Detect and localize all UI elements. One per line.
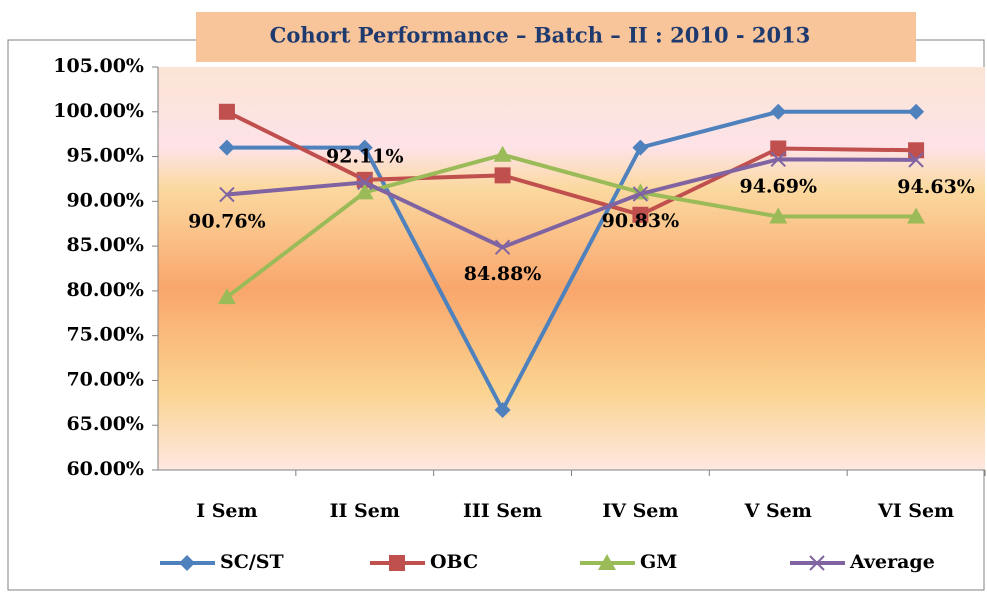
x-tick-label: II Sem: [330, 500, 400, 522]
marker: [493, 145, 512, 162]
data-label: 92.11%: [326, 145, 404, 167]
marker: [632, 139, 649, 156]
legend-label: Average: [849, 551, 935, 573]
marker: [770, 140, 787, 157]
marker: [770, 151, 786, 168]
data-label: 90.83%: [602, 210, 680, 232]
marker: [769, 207, 788, 224]
data-label: 90.76%: [188, 211, 266, 233]
series-line: [226, 157, 917, 250]
marker: [809, 555, 825, 571]
x-tick-label: III Sem: [463, 500, 542, 522]
marker: [632, 186, 649, 202]
marker: [218, 139, 235, 156]
marker: [908, 103, 925, 120]
y-tick-label: 65.00%: [66, 413, 144, 435]
series-line: [225, 152, 917, 299]
data-label: 94.63%: [897, 176, 975, 198]
marker: [598, 554, 616, 570]
x-tick-label: VI Sem: [877, 500, 954, 522]
marker: [632, 206, 649, 223]
chart-title: Cohort Performance – Batch – II : 2010 -…: [270, 23, 811, 48]
plot-area: [158, 67, 985, 470]
legend-label: OBC: [430, 551, 478, 573]
x-tick-label: V Sem: [744, 500, 812, 522]
y-tick-label: 60.00%: [66, 458, 144, 480]
marker: [389, 555, 405, 571]
marker: [494, 167, 511, 184]
data-label: 84.88%: [464, 263, 542, 285]
series-line: [226, 109, 917, 415]
y-tick-label: 85.00%: [66, 234, 144, 256]
series-line: [226, 109, 917, 217]
marker: [494, 239, 511, 255]
y-tick-label: 90.00%: [66, 189, 144, 211]
y-tick-label: 100.00%: [53, 100, 144, 122]
y-tick-label: 75.00%: [66, 324, 144, 346]
marker: [355, 183, 374, 200]
marker: [179, 555, 195, 571]
legend-label: SC/ST: [220, 551, 284, 573]
marker: [770, 103, 787, 120]
marker: [908, 152, 924, 168]
data-label: 94.69%: [739, 175, 817, 197]
marker: [217, 288, 236, 305]
y-tick-label: 80.00%: [66, 279, 144, 301]
marker: [908, 142, 925, 159]
marker: [218, 103, 235, 120]
y-tick-label: 70.00%: [66, 368, 144, 390]
legend-label: GM: [640, 551, 677, 573]
x-tick-label: I Sem: [196, 500, 257, 522]
marker: [357, 174, 373, 191]
marker: [356, 139, 373, 156]
marker: [494, 401, 511, 418]
y-tick-label: 105.00%: [53, 55, 144, 77]
marker: [219, 186, 235, 203]
y-tick-label: 95.00%: [66, 145, 144, 167]
marker: [907, 207, 926, 224]
title-box: [196, 12, 916, 62]
x-tick-label: IV Sem: [602, 500, 678, 522]
